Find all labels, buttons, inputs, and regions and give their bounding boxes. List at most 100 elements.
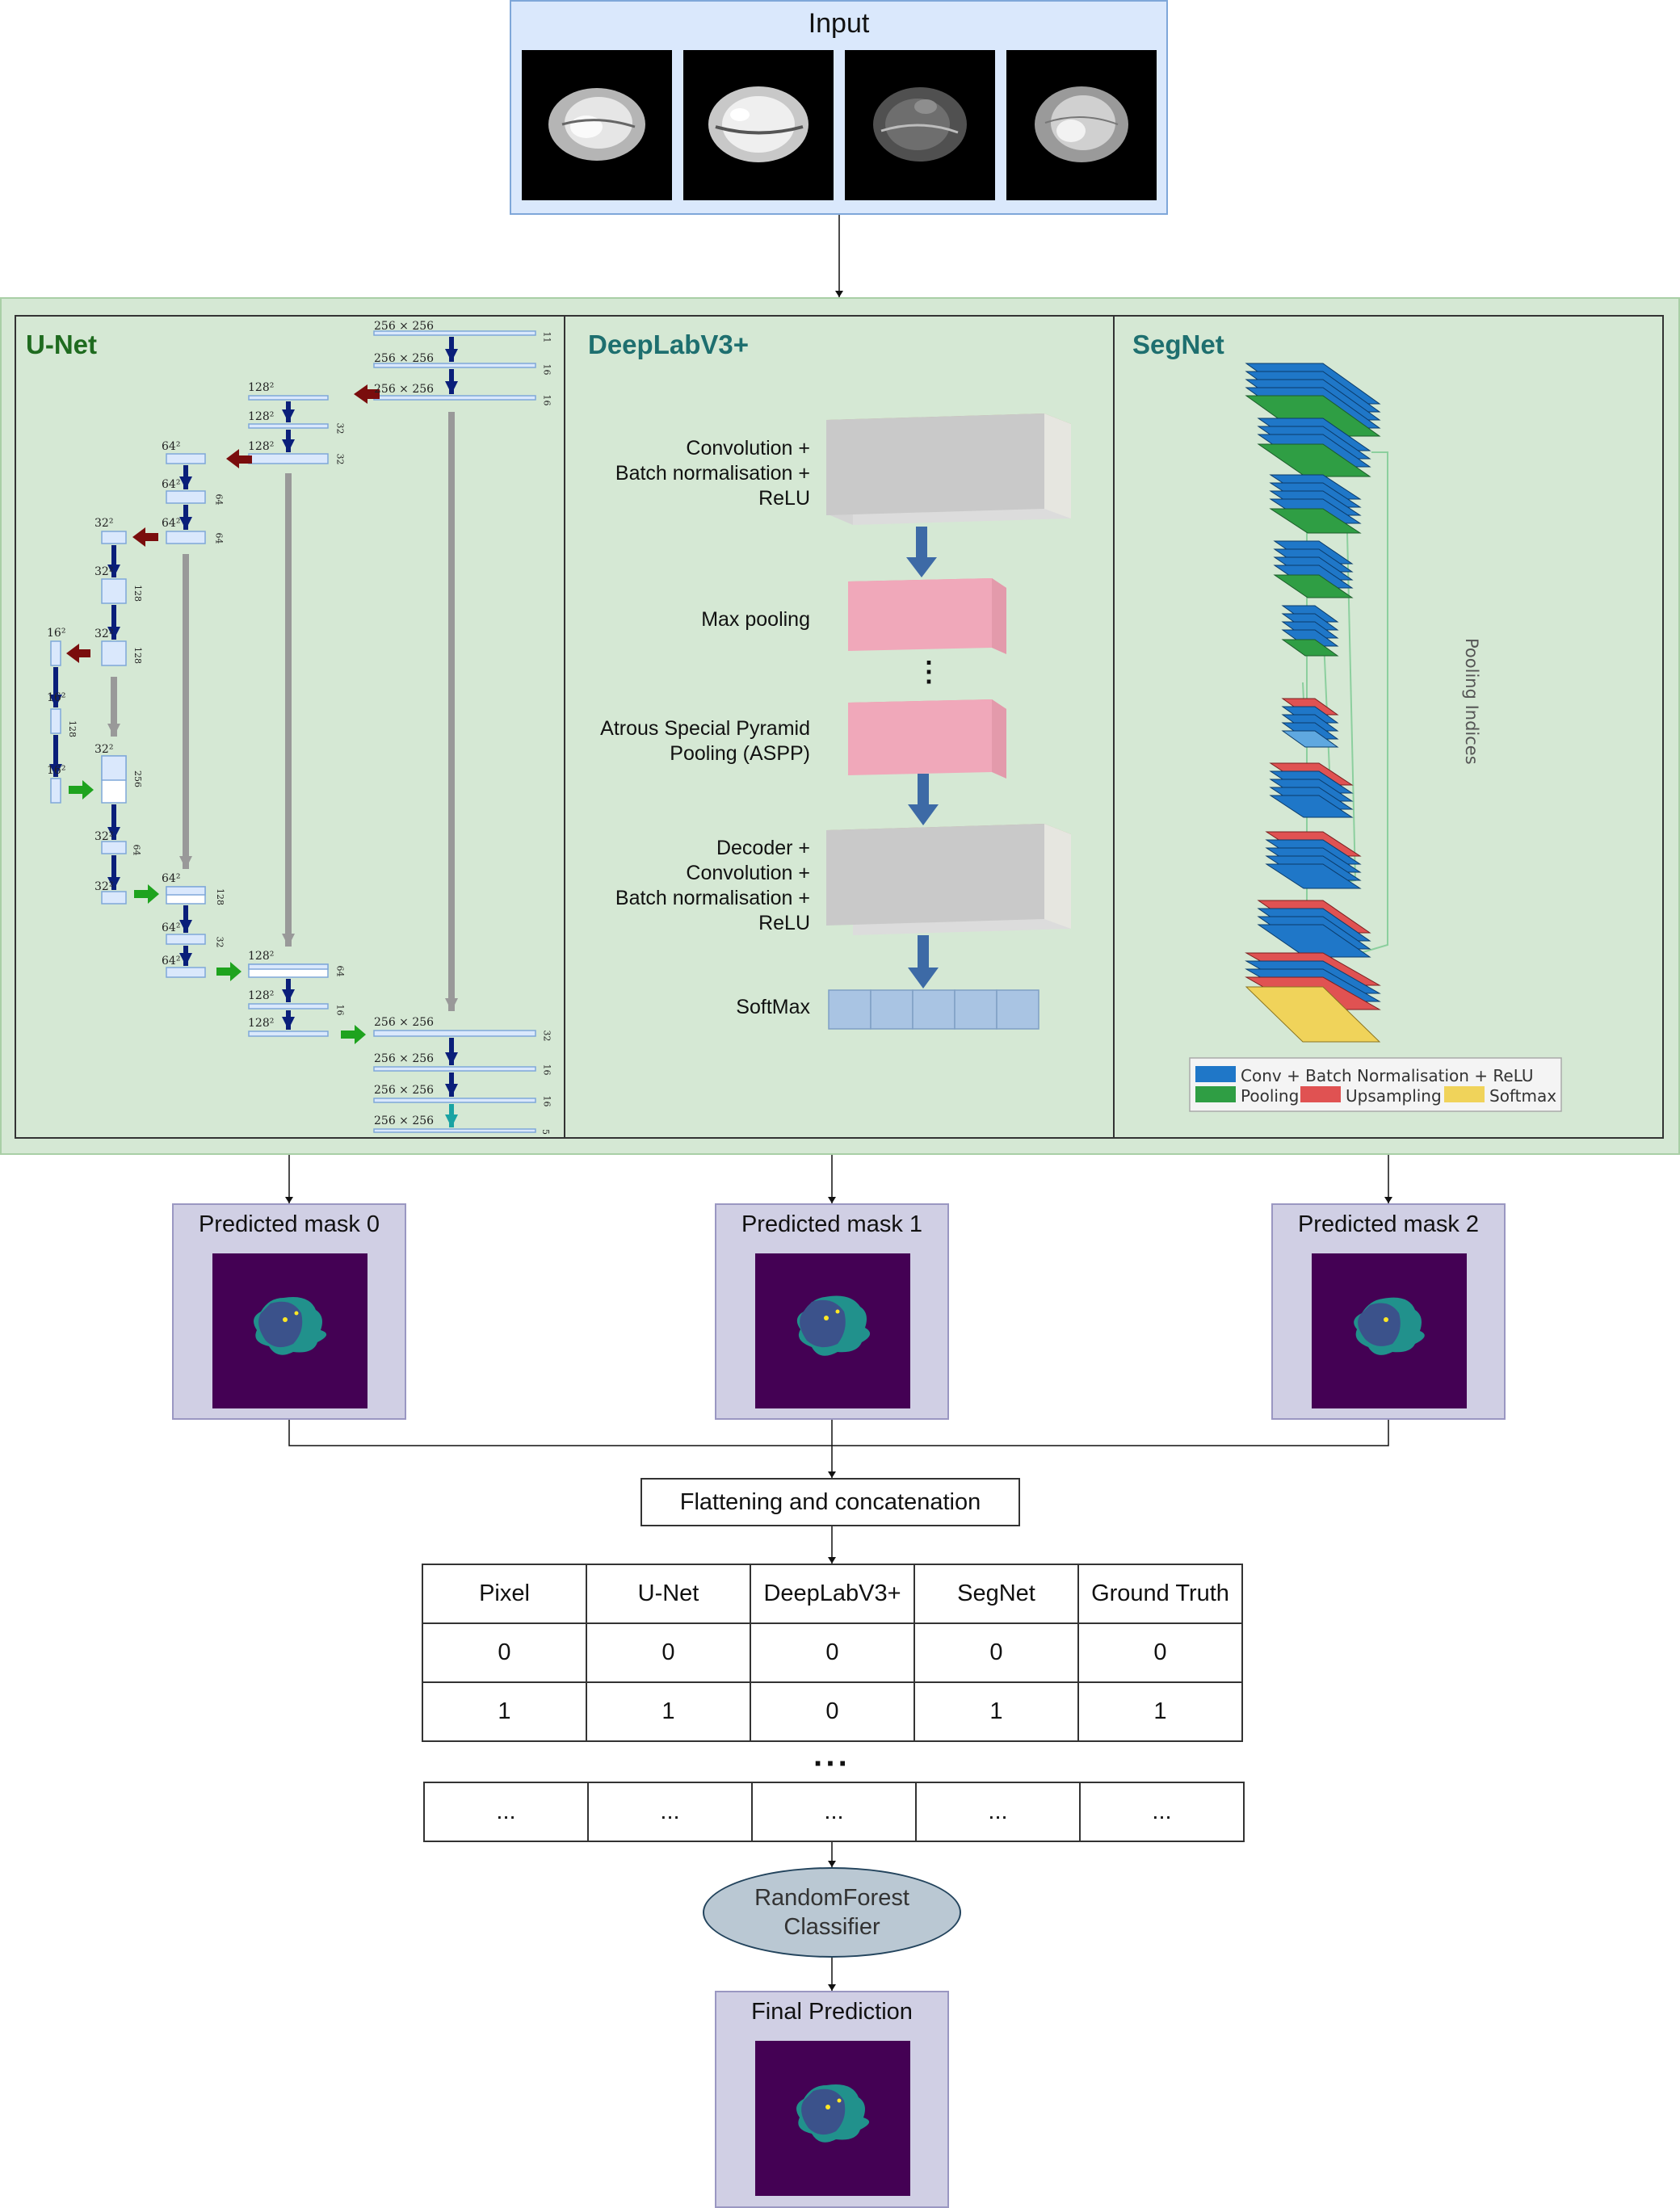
segnet-decoder xyxy=(1245,698,1381,1043)
deeplab-label-line: ReLU xyxy=(758,487,810,510)
mask-title: Predicted mask 0 xyxy=(198,1211,380,1237)
unet-label: 64² xyxy=(162,921,181,934)
table-cell: ... xyxy=(587,1782,753,1842)
unet-label: 16² xyxy=(47,691,66,704)
unet-label: 256 × 256 xyxy=(374,1052,435,1065)
table-cell: ... xyxy=(1079,1782,1245,1842)
unet-channel: 16 xyxy=(541,363,552,376)
table-header-cell: DeepLabV3+ xyxy=(750,1564,915,1624)
unet-label: 16² xyxy=(47,764,66,777)
segnet-legend-conv: Conv + Batch Normalisation + ReLU xyxy=(1241,1066,1534,1085)
unet-label: 128² xyxy=(248,440,275,453)
mask-title: Predicted mask 1 xyxy=(741,1211,923,1237)
pixel-table-last-row: ... ... ... ... ... xyxy=(423,1782,1245,1842)
unet-label: 16² xyxy=(47,627,66,640)
deeplab-maxpool-label: Max pooling xyxy=(701,608,810,631)
brain-scan-4 xyxy=(1006,50,1157,200)
deeplab-label-line: Convolution + xyxy=(686,862,810,884)
deeplab-aspp-label: Atrous Special Pyramid Pooling (ASPP) xyxy=(580,716,810,766)
deeplab-conv-label: Convolution + Batch normalisation + ReLU xyxy=(580,436,810,511)
unet-channel: 11 xyxy=(541,331,552,343)
unet-label: 128² xyxy=(248,1017,275,1030)
table-row: 0 0 0 0 0 xyxy=(422,1622,1243,1683)
final-prediction: Final Prediction xyxy=(715,1991,949,2208)
table-header-cell: Pixel xyxy=(422,1564,587,1624)
segnet-legend-up: Upsampling xyxy=(1346,1086,1442,1106)
randomforest-classifier: RandomForest Classifier xyxy=(703,1867,961,1958)
unet-label: 256 × 256 xyxy=(374,1114,435,1127)
deeplab-label-line: Convolution + xyxy=(686,437,810,460)
deeplab-label-line: ReLU xyxy=(758,912,810,934)
deeplab-dots: ⋮ xyxy=(915,657,943,687)
table-cell: 0 xyxy=(1077,1622,1243,1683)
segnet-legend-pool: Pooling xyxy=(1241,1086,1300,1106)
unet-label: 32² xyxy=(94,628,114,640)
unet-label: 128² xyxy=(248,950,275,963)
unet-channel: 16 xyxy=(541,1064,552,1076)
table-cell: ... xyxy=(423,1782,589,1842)
table-cell: 1 xyxy=(1077,1681,1243,1742)
mask-image xyxy=(755,1253,910,1408)
table-cell: 1 xyxy=(586,1681,751,1742)
unet-label: 128² xyxy=(248,989,275,1002)
unet-channel: 128 xyxy=(132,585,143,602)
brain-scan-3 xyxy=(845,50,995,200)
unet-label: 256 × 256 xyxy=(374,320,435,333)
deeplab-label-line: Pooling (ASPP) xyxy=(670,742,810,765)
table-cell: ... xyxy=(751,1782,917,1842)
unet-architecture xyxy=(49,330,536,1133)
mask-image xyxy=(212,1253,368,1408)
deeplab-label-line: Batch normalisation + xyxy=(615,462,810,485)
flattening-box: Flattening and concatenation xyxy=(640,1478,1020,1526)
unet-label: 32² xyxy=(94,880,114,893)
table-row: 1 1 0 1 1 xyxy=(422,1681,1243,1742)
deeplab-label-line: Atrous Special Pyramid xyxy=(600,717,810,740)
unet-channel: 128 xyxy=(67,720,78,737)
unet-label: 64² xyxy=(162,872,181,885)
unet-label: 32² xyxy=(94,565,114,578)
brain-scan-2 xyxy=(683,50,834,200)
unet-channel: 32 xyxy=(541,1030,552,1042)
table-header-cell: U-Net xyxy=(586,1564,751,1624)
table-cell: 0 xyxy=(750,1622,915,1683)
classifier-line: RandomForest xyxy=(754,1885,909,1911)
classifier-line: Classifier xyxy=(783,1914,880,1940)
predicted-mask-2: Predicted mask 2 xyxy=(1271,1203,1506,1420)
unet-label: 32² xyxy=(94,743,114,756)
unet-label: 128² xyxy=(248,381,275,394)
unet-channel: 32 xyxy=(334,422,346,434)
deeplab-architecture xyxy=(826,413,1071,1030)
unet-label: 64² xyxy=(162,517,181,530)
final-mask-image xyxy=(755,2041,910,2196)
deeplab-label-line: Batch normalisation + xyxy=(615,887,810,909)
deeplab-softmax-label: SoftMax xyxy=(736,996,810,1018)
segnet-pooling-indices: Pooling Indices xyxy=(1462,638,1481,765)
brain-scan-1 xyxy=(522,50,672,200)
unet-label: 32² xyxy=(94,517,114,530)
unet-channel: 64 xyxy=(213,493,225,506)
table-header-cell: SegNet xyxy=(914,1564,1079,1624)
table-cell: 1 xyxy=(914,1681,1079,1742)
unet-channel: 5 xyxy=(540,1129,551,1135)
unet-label: 128² xyxy=(248,410,275,423)
unet-channel: 32 xyxy=(334,453,346,465)
unet-label: 256 × 256 xyxy=(374,1084,435,1097)
unet-channel: 64 xyxy=(334,965,346,977)
segnet-encoder xyxy=(1245,363,1381,657)
unet-label: 64² xyxy=(162,955,181,968)
table-cell: ... xyxy=(915,1782,1081,1842)
table-cell: 0 xyxy=(586,1622,751,1683)
table-cell: 1 xyxy=(422,1681,587,1742)
table-row: ... ... ... ... ... xyxy=(423,1782,1245,1842)
deeplab-decoder-label: Decoder + Convolution + Batch normalisat… xyxy=(580,836,810,936)
input-title: Input xyxy=(808,8,870,39)
mask-image xyxy=(1312,1253,1467,1408)
pixel-table: Pixel U-Net DeepLabV3+ SegNet Ground Tru… xyxy=(422,1564,1243,1742)
unet-label: 64² xyxy=(162,440,181,453)
segnet-architecture xyxy=(1189,363,1562,1112)
unet-label: 256 × 256 xyxy=(374,352,435,365)
deeplab-label-line: Decoder + xyxy=(716,837,810,859)
unet-label: 64² xyxy=(162,478,181,491)
unet-channel: 128 xyxy=(132,647,143,664)
